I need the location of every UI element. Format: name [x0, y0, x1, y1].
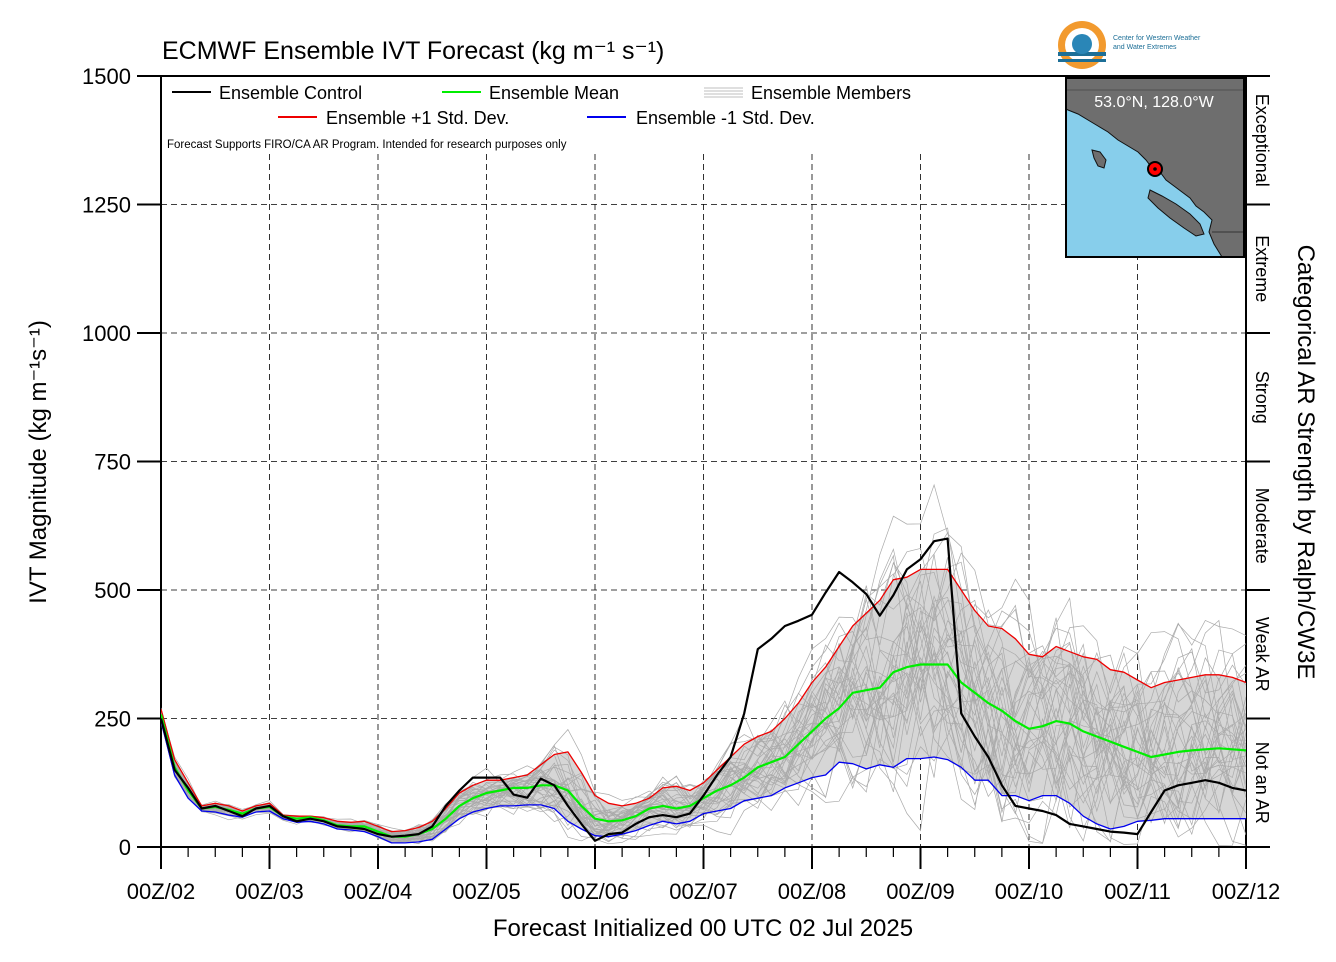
right-axis-label: Categorical AR Strength by Ralph/CW3E — [1292, 245, 1319, 680]
logo-drop-icon — [1072, 34, 1092, 54]
y-tick-label: 1000 — [82, 321, 131, 346]
minus-std-line — [161, 720, 1246, 844]
x-tick-label: 00Z/08 — [778, 879, 847, 904]
category-label: Not an AR — [1252, 742, 1272, 824]
map-location-label: 53.0°N, 128.0°W — [1094, 94, 1214, 111]
x-tick-label: 00Z/11 — [1104, 879, 1171, 904]
x-tick-label: 00Z/10 — [995, 879, 1064, 904]
legend-control-label: Ensemble Control — [219, 83, 362, 103]
x-tick-label: 00Z/04 — [344, 879, 413, 904]
y-tick-label: 0 — [119, 835, 131, 860]
legend-plus-std-label: Ensemble +1 Std. Dev. — [326, 108, 509, 128]
series-lines — [161, 537, 1246, 844]
x-tick-label: 00Z/09 — [886, 879, 955, 904]
map-frame — [1065, 77, 1245, 258]
x-tick-label: 00Z/03 — [235, 879, 304, 904]
legend-members-label: Ensemble Members — [751, 83, 911, 103]
y-tick-label: 250 — [94, 707, 131, 732]
x-tick-label: 00Z/07 — [669, 879, 738, 904]
y-tick-label: 1250 — [82, 193, 131, 218]
axes: 0 250 500 750 1000 1250 1500 00Z/02 00Z/03 00Z/04… — [82, 64, 1280, 904]
category-label: Moderate — [1252, 488, 1272, 564]
x-tick-label: 00Z/12 — [1212, 879, 1281, 904]
chart-title: ECMWF Ensemble IVT Forecast (kg m⁻¹ s⁻¹) — [162, 37, 664, 65]
y-tick-label: 1500 — [82, 64, 131, 89]
map-island — [1147, 189, 1205, 237]
x-axis-label: Forecast Initialized 00 UTC 02 Jul 2025 — [493, 915, 913, 942]
legend-minus-std-label: Ensemble -1 Std. Dev. — [636, 108, 815, 128]
legend-mean-label: Ensemble Mean — [489, 83, 619, 103]
legend-members-swatch — [704, 87, 743, 98]
ensemble-control-line — [161, 537, 1246, 842]
ensemble-member-line — [161, 554, 1246, 843]
x-tick-label: 00Z/06 — [561, 879, 630, 904]
ensemble-member-line — [161, 673, 1246, 845]
map-island-north — [1091, 149, 1107, 169]
ensemble-member-line — [161, 644, 1246, 837]
logo-text-line1: Center for Western Weather — [1113, 35, 1201, 42]
category-label: Extreme — [1252, 235, 1272, 302]
disclaimer-text: Forecast Supports FIRO/CA AR Program. In… — [167, 139, 567, 151]
plus-std-line — [161, 568, 1246, 833]
category-label: Weak AR — [1252, 617, 1272, 692]
y-axis-label: IVT Magnitude (kg m⁻¹s⁻¹) — [25, 320, 52, 604]
logo-text-line2: and Water Extremes — [1113, 44, 1177, 51]
y-tick-label: 500 — [94, 578, 131, 603]
ensemble-members — [161, 483, 1246, 846]
legend: Ensemble Control Ensemble Mean Ensemble … — [167, 83, 911, 151]
ar-categories: Not an AR Weak AR Moderate Strong Extreme Exc… — [1252, 94, 1272, 824]
x-tick-label: 00Z/05 — [452, 879, 521, 904]
inset-map: 53.0°N, 128.0°W — [1065, 77, 1245, 258]
map-location-dot — [1153, 167, 1157, 171]
cw3e-logo: Center for Western Weather and Water Ext… — [1058, 21, 1201, 69]
category-label: Strong — [1252, 371, 1272, 424]
y-tick-label: 750 — [94, 450, 131, 475]
x-tick-label: 00Z/02 — [127, 879, 196, 904]
category-label: Exceptional — [1252, 94, 1272, 187]
